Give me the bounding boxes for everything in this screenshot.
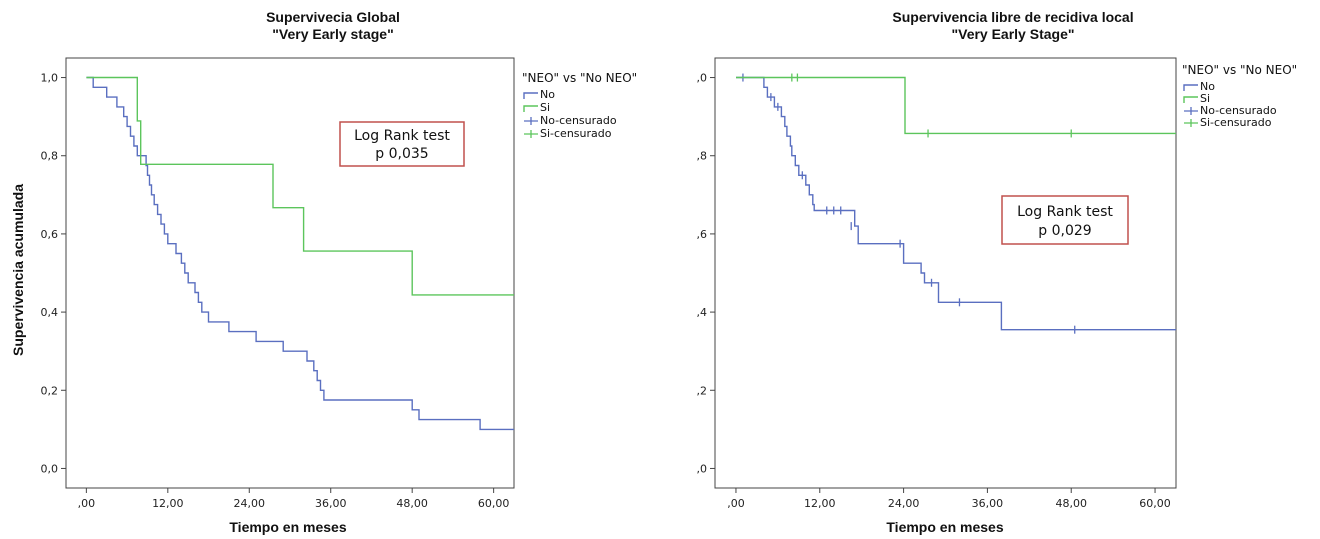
x-tick-label: 36,00	[315, 497, 347, 510]
y-tick-label: 0,4	[41, 306, 59, 319]
chart2-annotation-line1: Log Rank test	[1017, 204, 1113, 220]
x-tick-label: 24,00	[234, 497, 266, 510]
x-tick-label: ,00	[78, 497, 96, 510]
legend-censor-icon	[1184, 119, 1198, 127]
km-line-si	[86, 76, 514, 296]
km-line-no	[736, 76, 1176, 331]
chart2-subtitle: "Very Early Stage"	[951, 26, 1074, 42]
chart2-title: Supervivencia libre de recidiva local	[892, 9, 1133, 25]
legend-step-icon	[1183, 84, 1198, 91]
chart1-axes: ,00 12,00 24,00 36,00 48,00 60,00 0,0 0,2 0,4 0,6…	[41, 72, 510, 510]
legend-entry: Si-censurado	[540, 127, 612, 140]
chart-overall-survival: Supervivecia Global "Very Early stage" S…	[10, 9, 637, 535]
x-tick-label: 48,00	[1055, 497, 1087, 510]
km-line-si	[736, 76, 1176, 135]
chart1-subtitle: "Very Early stage"	[272, 26, 393, 42]
legend-entry: Si	[540, 101, 550, 114]
y-tick-label: ,4	[697, 306, 708, 319]
legend-entry: No	[1200, 80, 1215, 93]
legend-entry: No-censurado	[540, 114, 617, 127]
chart1-annotation-border	[339, 121, 465, 167]
chart1-legend-title: "NEO" vs "No NEO"	[522, 71, 637, 85]
y-tick-label: ,6	[697, 228, 708, 241]
chart1-annotation-line2: p 0,035	[375, 146, 428, 162]
chart2-legend-title: "NEO" vs "No NEO"	[1182, 63, 1297, 77]
x-tick-label: 24,00	[888, 497, 920, 510]
chart2-legend: "NEO" vs "No NEO" NoSiNo-censuradoSi-cen…	[1182, 63, 1297, 129]
legend-step-icon	[1183, 96, 1198, 103]
chart-local-recurrence-free-survival: Supervivencia libre de recidiva local "V…	[697, 9, 1298, 535]
chart1-title: Supervivecia Global	[266, 9, 400, 25]
chart2-annotation-line2: p 0,029	[1038, 223, 1091, 239]
legend-censor-icon	[524, 117, 538, 125]
legend-step-icon	[523, 105, 538, 112]
x-tick-label: 12,00	[152, 497, 184, 510]
x-tick-label: ,00	[727, 497, 745, 510]
legend-censor-icon	[1184, 107, 1198, 115]
y-tick-label: 0,2	[41, 384, 59, 397]
chart2-axes: ,00 12,00 24,00 36,00 48,00 60,00 ,0 ,2 ,4 ,6 ,8 ,0	[697, 72, 1171, 510]
chart1-plot-frame	[65, 57, 515, 489]
x-tick-label: 60,00	[478, 497, 510, 510]
legend-censor-icon	[524, 130, 538, 138]
chart2-series	[736, 73, 1176, 334]
chart1-legend: "NEO" vs "No NEO" NoSiNo-censuradoSi-cen…	[522, 71, 637, 140]
y-tick-label: 1,0	[41, 72, 59, 85]
y-tick-label: ,2	[697, 384, 708, 397]
x-tick-label: 48,00	[396, 497, 428, 510]
legend-entry: No-censurado	[1200, 104, 1277, 117]
y-tick-label: ,8	[697, 150, 708, 163]
y-tick-label: 0,0	[41, 462, 59, 475]
y-tick-label: ,0	[697, 72, 708, 85]
y-tick-label: ,0	[697, 462, 708, 475]
x-tick-label: 36,00	[972, 497, 1004, 510]
chart1-annotation-box: Log Rank test p 0,035	[339, 121, 465, 167]
chart1-series	[86, 76, 514, 431]
legend-step-icon	[523, 92, 538, 99]
x-tick-label: 12,00	[804, 497, 836, 510]
y-tick-label: 0,6	[41, 228, 59, 241]
chart2-annotation-box: Log Rank test p 0,029	[1001, 195, 1129, 245]
chart2-plot-frame	[714, 57, 1177, 489]
legend-entry: Si-censurado	[1200, 116, 1272, 129]
chart1-x-axis-title: Tiempo en meses	[229, 519, 346, 535]
legend-entry: No	[540, 88, 555, 101]
km-line-no	[86, 76, 514, 431]
chart2-x-axis-title: Tiempo en meses	[886, 519, 1003, 535]
chart1-annotation-line1: Log Rank test	[354, 128, 450, 144]
y-tick-label: 0,8	[41, 150, 59, 163]
chart2-annotation-border	[1001, 195, 1129, 245]
chart1-y-axis-title: Supervivencia acumulada	[10, 184, 26, 356]
x-tick-label: 60,00	[1139, 497, 1171, 510]
legend-entry: Si	[1200, 92, 1210, 105]
